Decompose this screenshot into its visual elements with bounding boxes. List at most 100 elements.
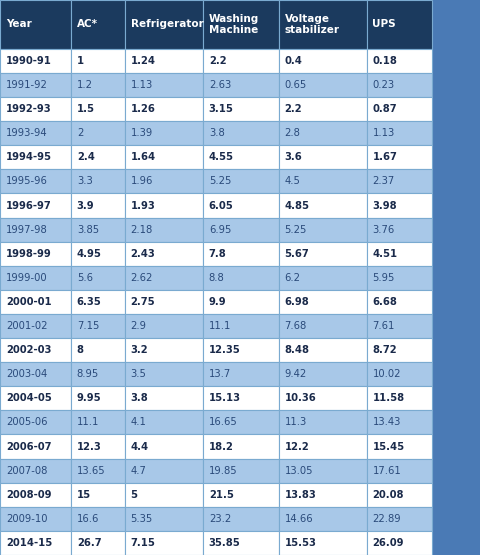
Text: 12.2: 12.2 (285, 442, 310, 452)
Bar (125, 458, 203, 483)
Text: 8.8: 8.8 (209, 273, 225, 283)
Text: 1994-95: 1994-95 (6, 152, 52, 162)
Bar (367, 266, 432, 290)
Text: 2.62: 2.62 (131, 273, 153, 283)
Bar (71, 266, 125, 290)
Text: 2.18: 2.18 (131, 225, 153, 235)
Bar (279, 386, 367, 410)
Text: 1.96: 1.96 (131, 176, 153, 186)
Bar (0, 0, 71, 49)
Text: 2001-02: 2001-02 (6, 321, 47, 331)
Text: 6.95: 6.95 (209, 225, 231, 235)
Bar (71, 531, 125, 555)
Bar (125, 266, 203, 290)
Text: 1.39: 1.39 (131, 128, 153, 138)
Text: 3.9: 3.9 (77, 200, 95, 210)
Bar (367, 290, 432, 314)
Bar (0, 266, 71, 290)
Bar (203, 97, 279, 121)
Bar (71, 290, 125, 314)
Text: 3.5: 3.5 (131, 369, 146, 379)
Text: 2.37: 2.37 (372, 176, 395, 186)
Bar (125, 314, 203, 338)
Text: 15.53: 15.53 (285, 538, 316, 548)
Bar (203, 49, 279, 73)
Bar (203, 194, 279, 218)
Bar (203, 145, 279, 169)
Bar (203, 338, 279, 362)
Bar (125, 97, 203, 121)
Text: 5.95: 5.95 (372, 273, 395, 283)
Bar (367, 218, 432, 241)
Bar (125, 49, 203, 73)
Text: 1.67: 1.67 (372, 152, 397, 162)
Bar (203, 483, 279, 507)
Bar (71, 410, 125, 435)
Text: 5: 5 (131, 490, 138, 500)
Bar (367, 169, 432, 194)
Text: 9.42: 9.42 (285, 369, 307, 379)
Bar (279, 169, 367, 194)
Bar (367, 0, 432, 49)
Bar (203, 458, 279, 483)
Bar (279, 290, 367, 314)
Text: 17.61: 17.61 (372, 466, 401, 476)
Text: 1992-93: 1992-93 (6, 104, 51, 114)
Text: AC*: AC* (77, 19, 98, 29)
Text: 21.5: 21.5 (209, 490, 234, 500)
Bar (203, 241, 279, 266)
Bar (71, 169, 125, 194)
Text: 3.2: 3.2 (131, 345, 148, 355)
Bar (367, 73, 432, 97)
Text: 11.3: 11.3 (285, 417, 307, 427)
Text: 6.68: 6.68 (372, 297, 397, 307)
Text: 1997-98: 1997-98 (6, 225, 48, 235)
Bar (125, 338, 203, 362)
Text: 15.13: 15.13 (209, 393, 241, 403)
Text: 2.8: 2.8 (285, 128, 300, 138)
Text: 1999-00: 1999-00 (6, 273, 48, 283)
Text: Washing
Machine: Washing Machine (209, 14, 259, 35)
Bar (71, 194, 125, 218)
Text: 1995-96: 1995-96 (6, 176, 48, 186)
Bar (71, 218, 125, 241)
Text: 4.85: 4.85 (285, 200, 310, 210)
Bar (71, 483, 125, 507)
Bar (71, 507, 125, 531)
Bar (0, 218, 71, 241)
Bar (367, 314, 432, 338)
Bar (279, 507, 367, 531)
Bar (279, 73, 367, 97)
Text: Refrigerator: Refrigerator (131, 19, 204, 29)
Bar (367, 145, 432, 169)
Text: 8.72: 8.72 (372, 345, 397, 355)
Bar (125, 73, 203, 97)
Text: 1998-99: 1998-99 (6, 249, 51, 259)
Bar (71, 145, 125, 169)
Bar (0, 49, 71, 73)
Text: 16.6: 16.6 (77, 514, 99, 524)
Bar (367, 121, 432, 145)
Text: 2000-01: 2000-01 (6, 297, 51, 307)
Bar (0, 241, 71, 266)
Text: 4.7: 4.7 (131, 466, 146, 476)
Text: 8: 8 (77, 345, 84, 355)
Bar (71, 73, 125, 97)
Bar (125, 531, 203, 555)
Text: 3.3: 3.3 (77, 176, 93, 186)
Text: 2.2: 2.2 (209, 56, 227, 66)
Bar (71, 49, 125, 73)
Text: 2007-08: 2007-08 (6, 466, 47, 476)
Text: 23.2: 23.2 (209, 514, 231, 524)
Text: 6.35: 6.35 (77, 297, 102, 307)
Text: 2.4: 2.4 (77, 152, 95, 162)
Bar (279, 531, 367, 555)
Bar (367, 338, 432, 362)
Text: 6.05: 6.05 (209, 200, 234, 210)
Bar (71, 386, 125, 410)
Bar (71, 314, 125, 338)
Bar (203, 121, 279, 145)
Text: 3.8: 3.8 (209, 128, 225, 138)
Bar (71, 362, 125, 386)
Bar (203, 0, 279, 49)
